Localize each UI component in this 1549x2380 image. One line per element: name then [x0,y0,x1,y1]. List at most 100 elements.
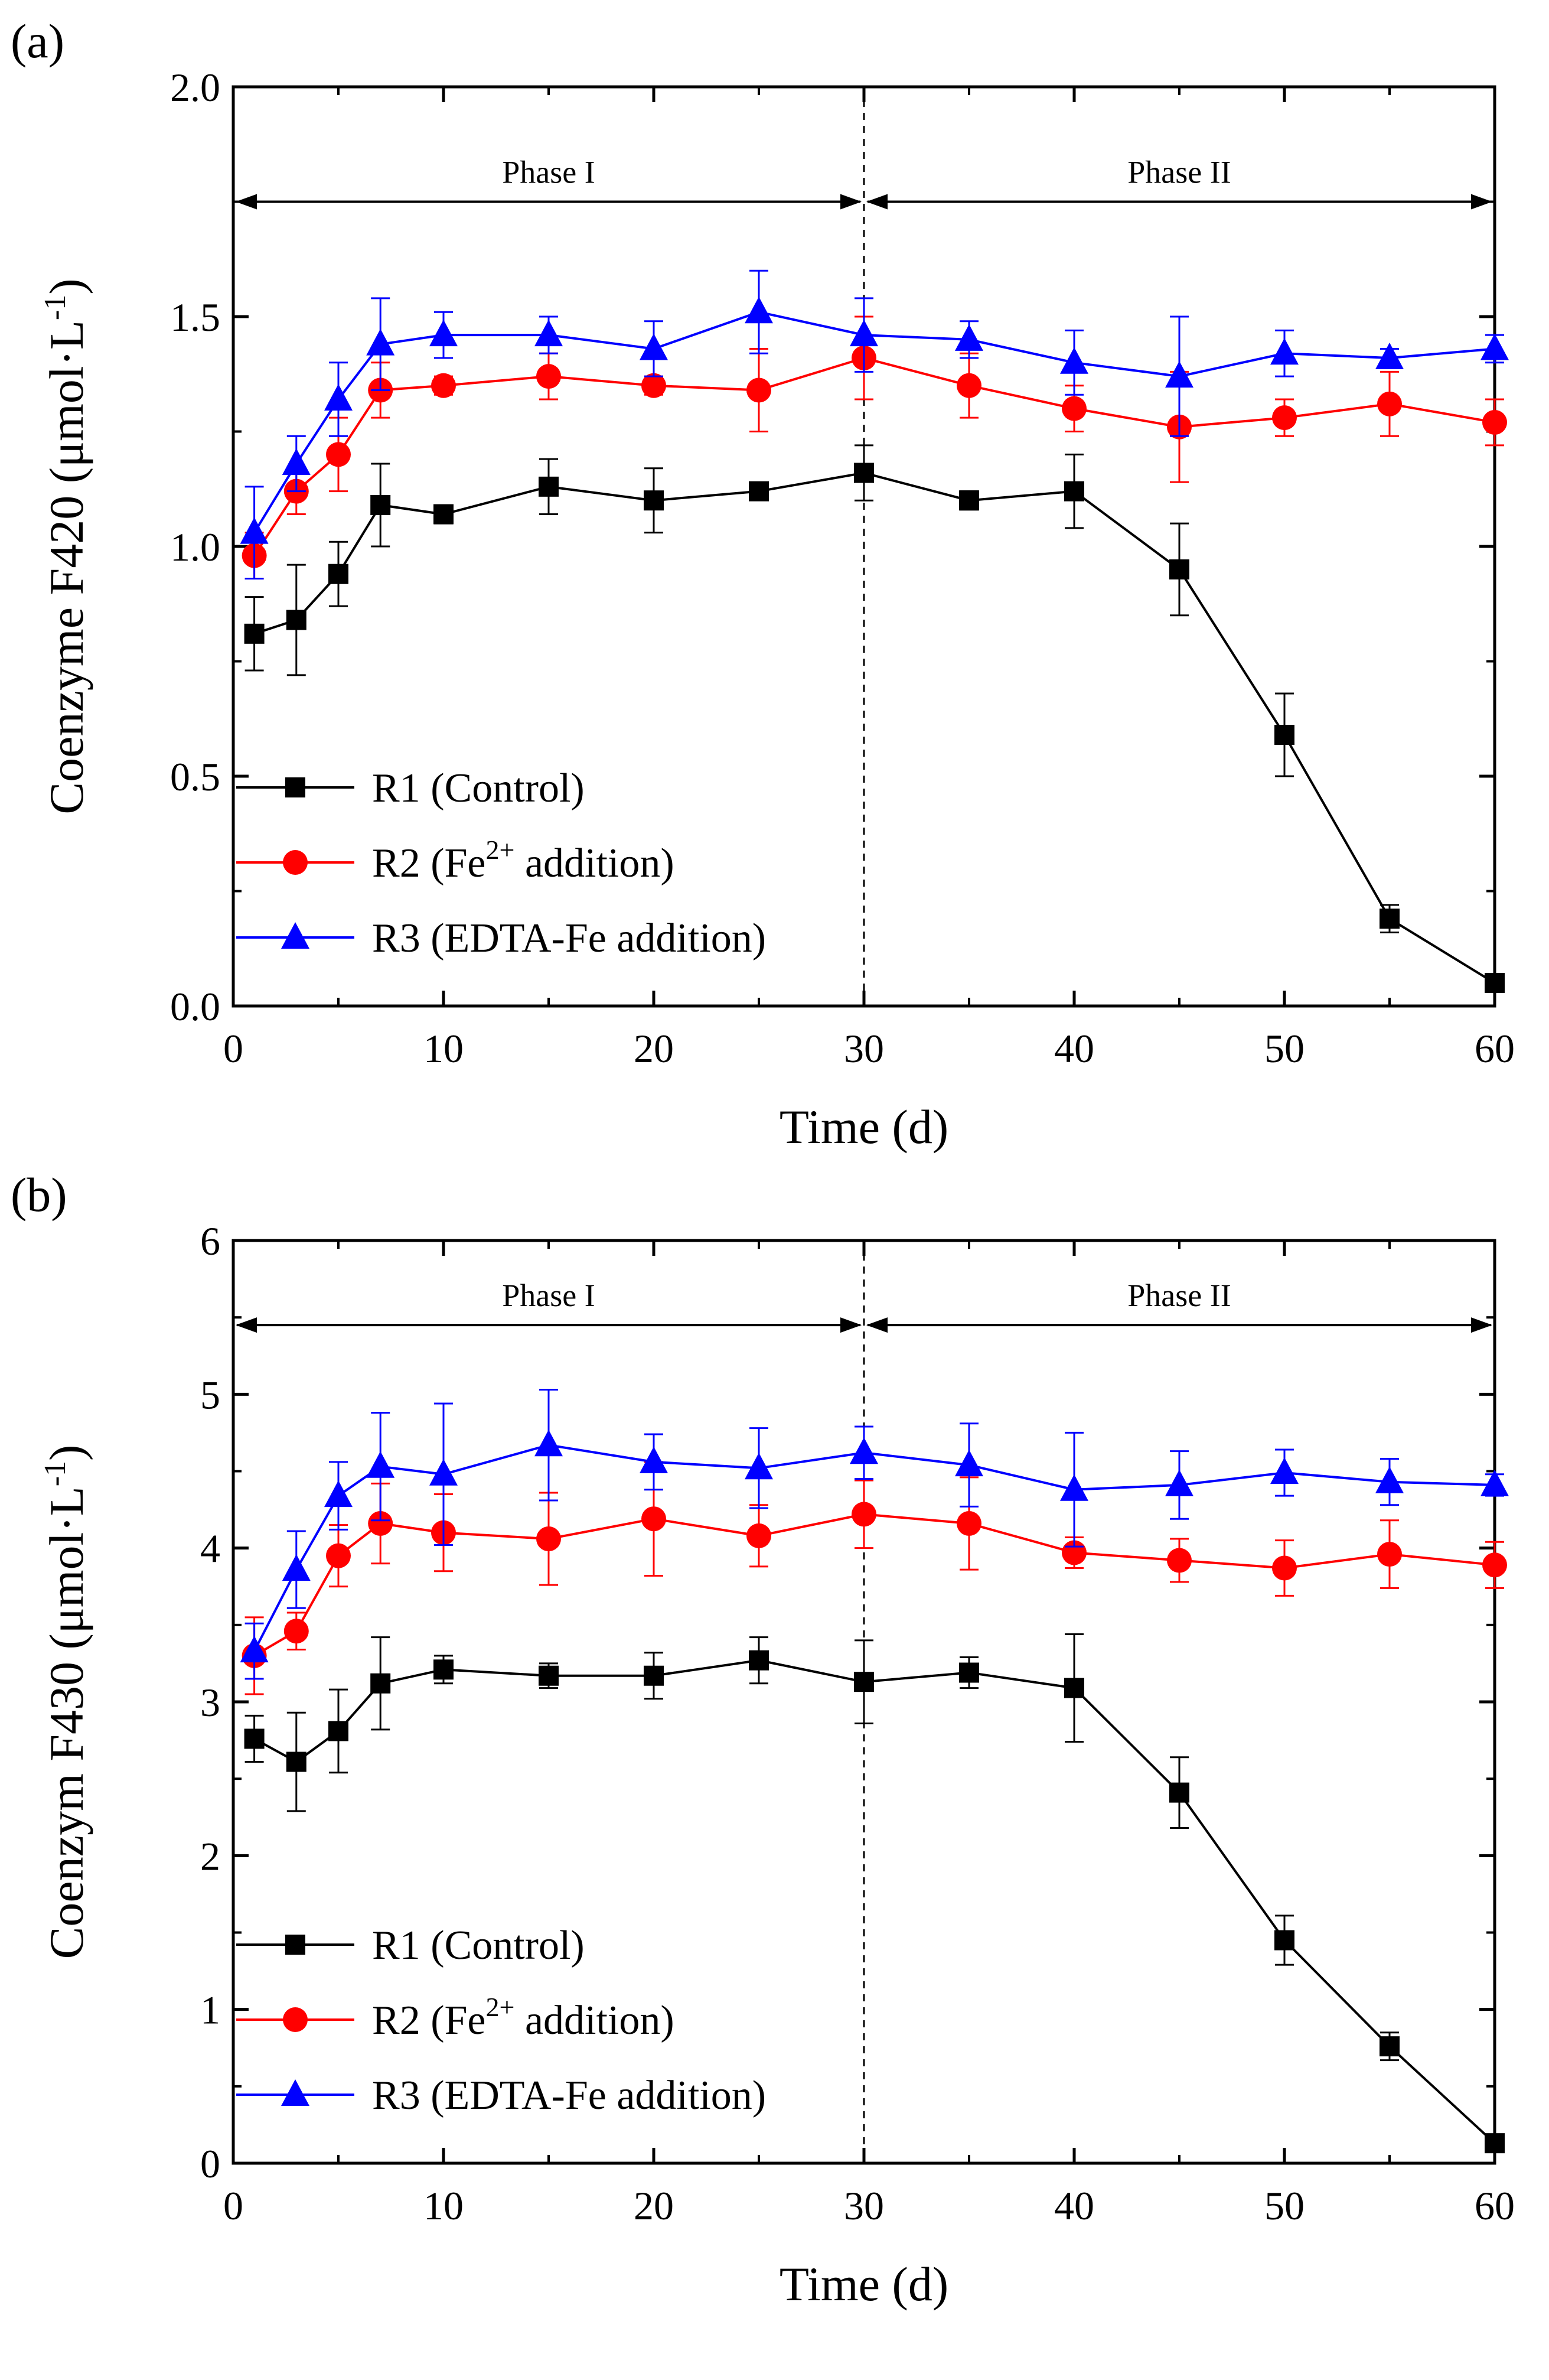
data-point-triangle [640,1446,668,1473]
data-point-circle [536,364,561,389]
data-point-square [644,490,664,511]
data-point-triangle [1165,361,1193,388]
y-axis-title-main: Coenzyme F420 (μmol·L [40,320,93,815]
x-tick-label: 20 [634,1026,674,1071]
x-tick-label: 10 [423,1026,464,1071]
data-point-square [539,476,559,497]
legend-label-part: 2+ [486,1992,515,2022]
data-point-triangle [324,1480,353,1508]
legend-label-part: R1 (Control) [372,1923,585,1968]
data-point-triangle [282,1554,311,1581]
y-tick-label: 0.5 [170,754,220,799]
data-point-square [433,504,454,525]
data-point-square [286,610,306,630]
data-point-triangle [745,1453,773,1480]
y-tick-label: 5 [200,1372,220,1417]
data-point-circle [1482,1552,1507,1578]
data-point-square [1485,2133,1505,2154]
data-point-triangle [534,320,563,347]
data-point-triangle [281,922,309,949]
phase-label: Phase II [1127,155,1231,190]
y-axis-title-close: ) [40,1445,93,1461]
x-tick-label: 40 [1054,2183,1094,2228]
legend-label-part: addition) [514,1998,674,2043]
series-1 [244,1633,1505,2154]
phase-arrow-head-left [866,194,888,210]
y-tick-label: 1.0 [170,525,220,569]
legend-label-part: R3 (EDTA-Fe addition) [372,2073,766,2118]
panel-label: (a) [11,14,64,68]
legend-label-part: R3 (EDTA-Fe addition) [372,916,766,961]
phase-arrow-head-right [1471,194,1492,210]
data-point-square [1274,724,1294,745]
data-point-triangle [1480,1469,1509,1496]
data-point-square [286,1751,306,1772]
data-point-triangle [534,1430,563,1457]
data-point-circle [1167,1548,1192,1573]
data-point-triangle [1060,1474,1088,1501]
legend-label-part: addition) [514,841,674,886]
data-point-triangle [1060,347,1088,374]
data-point-square [1485,973,1505,994]
data-point-triangle [745,297,773,324]
data-point-triangle [282,448,311,475]
y-tick-label: 2 [200,1834,220,1878]
y-tick-label: 1 [200,1988,220,2033]
legend-entry: R2 (Fe2+ addition) [236,835,674,886]
data-point-square [959,1662,979,1683]
legend-label: R1 (Control) [372,766,585,811]
legend-label-part: 2+ [486,835,515,865]
phase-arrow-head-left [236,194,257,210]
data-point-square [749,1650,769,1671]
data-point-square [285,1935,305,1955]
legend-label: R2 (Fe2+ addition) [372,1992,674,2043]
x-tick-label: 0 [223,1026,243,1071]
y-axis-title-main: Coenzym F430 (μmol·L [40,1486,93,1959]
legend-label: R3 (EDTA-Fe addition) [372,916,766,961]
y-axis-title: Coenzym F430 (μmol·L-1) [38,1445,93,1959]
panel-a: (a) 0 10 20 30 40 50 60 0.0 0.5 1.0 1.5 2.0 Time (d) C… [11,14,1515,1154]
phase-arrow-head-right [1471,1317,1492,1333]
x-tick-label: 40 [1054,1026,1094,1071]
phase-label: Phase I [502,1278,595,1313]
data-point-triangle [850,1437,878,1464]
legend-label: R3 (EDTA-Fe addition) [372,2073,766,2118]
series-line [253,471,1496,984]
phase-arrow-head-right [840,1317,862,1333]
data-point-triangle [429,320,458,347]
x-tick-label: 60 [1475,1026,1515,1071]
x-tick-label: 30 [844,2183,884,2228]
x-tick-label: 30 [844,1026,884,1071]
y-axis-title-sup: -1 [38,1461,72,1486]
x-axis-title: Time (d) [780,1100,948,1154]
data-point-circle [283,850,308,875]
data-point-circle [746,1523,771,1548]
data-point-circle [1062,396,1087,421]
phase-arrow-head-left [866,1317,888,1333]
data-point-square [370,494,391,515]
legend-entry: R3 (EDTA-Fe addition) [236,2073,766,2118]
y-tick-label: 0.0 [170,984,220,1029]
panel-label: (b) [11,1168,67,1222]
data-point-square [1064,481,1084,502]
x-tick-label: 60 [1475,2183,1515,2228]
y-tick-label: 2.0 [170,65,220,110]
x-tick-label: 20 [634,2183,674,2228]
data-point-triangle [1375,1466,1404,1493]
legend-entry: R2 (Fe2+ addition) [236,1992,674,2043]
legend-label-part: R2 (Fe [372,1998,486,2043]
data-point-circle [326,1543,351,1568]
data-point-triangle [429,1458,458,1486]
data-point-square [285,777,305,797]
data-point-circle [641,373,666,398]
x-tick-label: 50 [1264,1026,1305,1071]
phase-arrow-head-left [236,1317,257,1333]
data-point-circle [1272,405,1297,431]
x-tick-label: 0 [223,2183,243,2228]
data-point-square [539,1665,559,1686]
y-tick-label: 0 [200,2141,220,2186]
data-point-triangle [240,1636,269,1663]
series-line [253,1659,1496,2144]
legend-label-part: R1 (Control) [372,766,585,811]
y-tick-label: 3 [200,1680,220,1725]
